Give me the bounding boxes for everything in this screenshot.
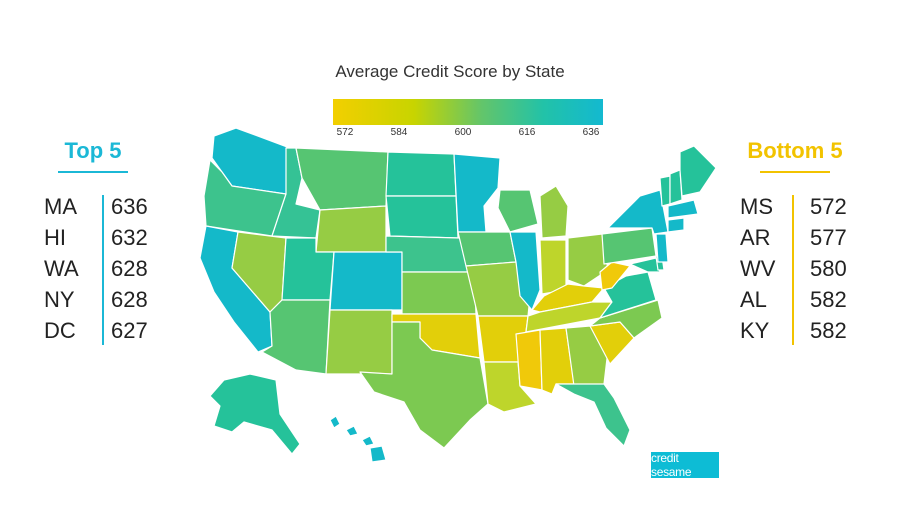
state-in [539,239,567,295]
state-nh [669,169,683,205]
table-row: WV 580 [740,253,870,284]
credit-sesame-logo: credit sesame [651,451,719,479]
top-5-table: MA 636 HI 632 WA 628 NY 628 DC 627 [18,191,168,346]
table-row: MS 572 [740,191,870,222]
state-score: 628 [111,255,148,281]
state-pa [601,227,657,265]
bottom-5-table: MS 572 AR 577 WV 580 AL 582 KY 582 [720,191,870,346]
state-score: 628 [111,286,148,312]
state-score: 582 [810,317,847,343]
state-nc [589,299,663,339]
state-oh [567,233,609,287]
state-az [261,299,331,375]
state-ct [667,217,685,233]
state-nj [655,233,669,263]
table-row: AL 582 [740,284,870,315]
state-vt [659,175,671,207]
state-score: 582 [810,286,847,312]
state-ks [401,271,477,315]
state-abbr: NY [44,286,75,312]
top-5-underline [58,171,128,173]
bottom-5-panel: Bottom 5 MS 572 AR 577 WV 580 AL 582 KY 582 [720,138,870,346]
state-sd [385,195,459,239]
bottom-5-underline [760,171,830,173]
table-row: HI 632 [44,222,168,253]
state-tx [359,321,489,449]
state-me [679,145,717,197]
table-row: NY 628 [44,284,168,315]
state-abbr: AR [740,224,771,250]
color-scale-legend [333,99,603,125]
top-5-heading: Top 5 [64,138,122,163]
state-score: 627 [111,317,148,343]
legend-tick: 616 [518,127,536,138]
state-score: 632 [111,224,148,250]
state-score: 572 [810,193,847,219]
table-row: DC 627 [44,315,168,346]
top-5-divider [102,195,104,345]
table-row: KY 582 [740,315,870,346]
state-ma [667,199,699,219]
legend-tick-labels: 572 584 600 616 636 [333,127,603,141]
state-score: 577 [810,224,847,250]
table-row: AR 577 [740,222,870,253]
state-score: 636 [111,193,148,219]
state-wy [315,205,387,253]
state-abbr: WV [740,255,776,281]
state-nm [325,309,393,375]
state-hi [329,415,387,463]
map-title: Average Credit Score by State [335,62,565,81]
legend-tick: 572 [336,127,354,138]
state-ms [515,329,543,391]
state-abbr: AL [740,286,767,312]
top-5-panel: Top 5 MA 636 HI 632 WA 628 NY 628 DC 627 [18,138,168,346]
state-abbr: MA [44,193,77,219]
state-wi [497,189,539,233]
state-abbr: WA [44,255,79,281]
state-abbr: KY [740,317,770,343]
bottom-5-divider [792,195,794,345]
state-ak [209,373,301,455]
state-mn [453,153,501,233]
state-score: 580 [810,255,847,281]
state-nd [385,151,457,197]
legend-tick: 636 [582,127,600,138]
table-row: MA 636 [44,191,168,222]
state-md [629,257,661,273]
state-fl [555,383,631,447]
table-row: WA 628 [44,253,168,284]
legend-tick: 600 [454,127,472,138]
state-abbr: DC [44,317,76,343]
state-co [329,251,403,311]
state-mt [295,147,389,211]
bottom-5-heading: Bottom 5 [747,138,843,163]
state-mi [539,185,569,239]
state-ia [457,231,517,267]
legend-tick: 584 [390,127,408,138]
state-ny [607,189,669,235]
state-abbr: MS [740,193,773,219]
state-abbr: HI [44,224,66,250]
